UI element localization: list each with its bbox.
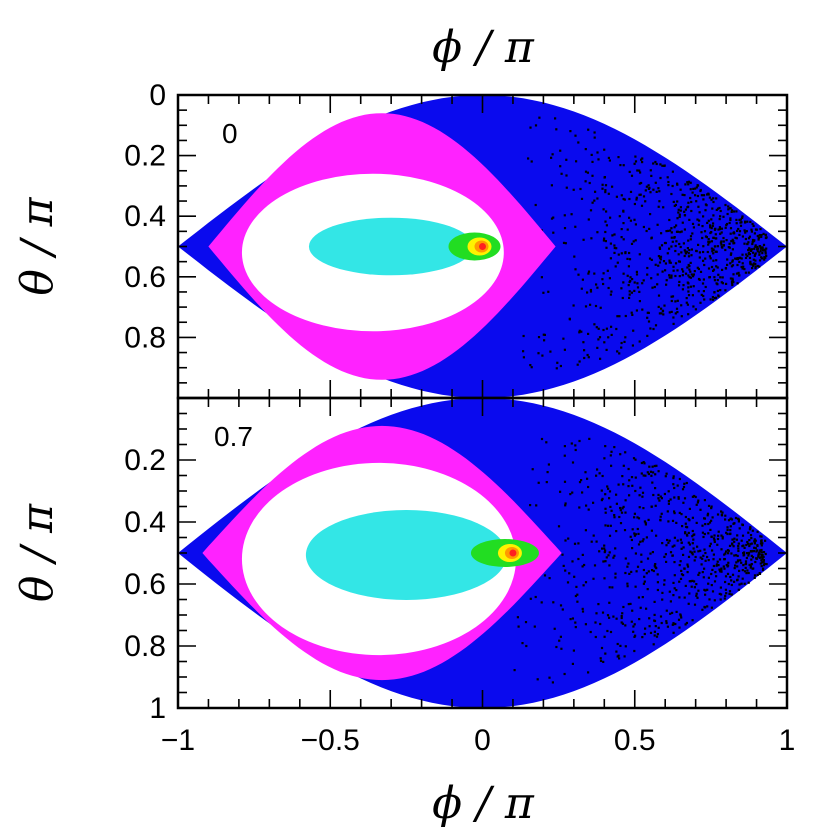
y-tick-label: 0 — [149, 79, 166, 112]
y-tick-label: 0.2 — [124, 444, 166, 477]
y-tick-label: 1 — [149, 692, 166, 725]
y-tick-label: 0.4 — [124, 506, 166, 539]
panel-label: 0.7 — [214, 421, 253, 452]
density-peak — [479, 243, 486, 250]
y-axis-title: θ / π — [12, 196, 63, 295]
panel-1: 0.2 0.4 0.6 0.8 1 θ / π 0.7 — [12, 396, 789, 725]
x-tick-label: 0.5 — [614, 724, 656, 757]
density-region-mid-low — [308, 217, 474, 276]
panels: 0 0.2 0.4 0.6 0.8 θ / π 0 0.2 0.4 0.6 0.8 1 θ / π 0.7… — [12, 79, 795, 757]
x-tick-label: 1 — [779, 724, 796, 757]
y-tick-label: 0.8 — [124, 630, 166, 663]
density-region-mid-low — [305, 510, 507, 600]
density-region-empty — [513, 437, 768, 684]
y-tick-label: 0.4 — [124, 200, 166, 233]
y-axis-title: θ / π — [12, 503, 63, 602]
y-tick-label: 0.6 — [124, 261, 166, 294]
panel-0: 0 0.2 0.4 0.6 0.8 θ / π 0 — [12, 79, 789, 400]
y-tick-label: 0.6 — [124, 568, 166, 601]
density-region-empty — [511, 116, 768, 370]
bottom-x-axis-title: ϕ / π — [432, 778, 535, 829]
x-tick-label: −1 — [161, 724, 195, 757]
y-tick-label: 0.8 — [124, 321, 166, 354]
y-tick-label: 0.2 — [124, 140, 166, 173]
density-peak — [509, 549, 517, 557]
panel-label: 0 — [222, 118, 238, 149]
x-tick-label: −0.5 — [301, 724, 360, 757]
x-tick-label: 0 — [474, 724, 491, 757]
top-x-axis-title: ϕ / π — [432, 22, 535, 73]
